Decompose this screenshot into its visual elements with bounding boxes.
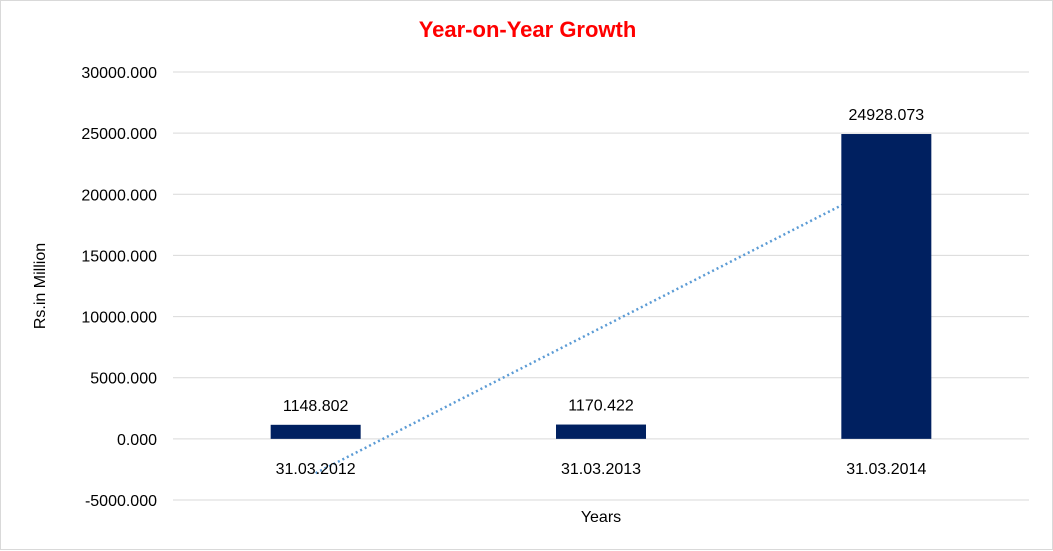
y-tick-label: 10000.000	[81, 310, 157, 327]
bar-data-label: 1170.422	[568, 398, 634, 415]
bars	[270, 134, 932, 439]
y-tick-label: 20000.000	[81, 187, 157, 204]
chart-title: Year-on-Year Growth	[418, 17, 637, 42]
bar	[556, 424, 646, 439]
bar-data-label: 1148.802	[283, 398, 349, 415]
y-axis-ticks: -5000.000 0.000 5000.000 10000.000 15000.000…	[81, 65, 157, 510]
y-tick-label: 15000.000	[81, 248, 157, 265]
x-axis-title: Years	[581, 509, 621, 526]
x-tick-label: 31.03.2012	[276, 461, 356, 478]
x-axis-ticks: 31.03.2012 31.03.2013 31.03.2014	[276, 461, 927, 478]
data-labels: 1148.802 1170.422 24928.073	[283, 107, 924, 415]
bar-data-label: 24928.073	[849, 107, 925, 124]
trendline	[315, 181, 887, 475]
y-tick-label: 30000.000	[81, 65, 157, 82]
trendline-layer	[315, 181, 887, 475]
y-axis-title: Rs.in Million	[32, 243, 49, 329]
x-tick-label: 31.03.2013	[561, 461, 641, 478]
y-tick-label: -5000.000	[85, 493, 157, 510]
y-tick-label: 0.000	[117, 432, 157, 449]
x-tick-label: 31.03.2014	[846, 461, 926, 478]
y-tick-label: 5000.000	[90, 371, 157, 388]
bar	[270, 424, 361, 439]
bar	[841, 134, 932, 439]
y-tick-label: 25000.000	[81, 126, 157, 143]
